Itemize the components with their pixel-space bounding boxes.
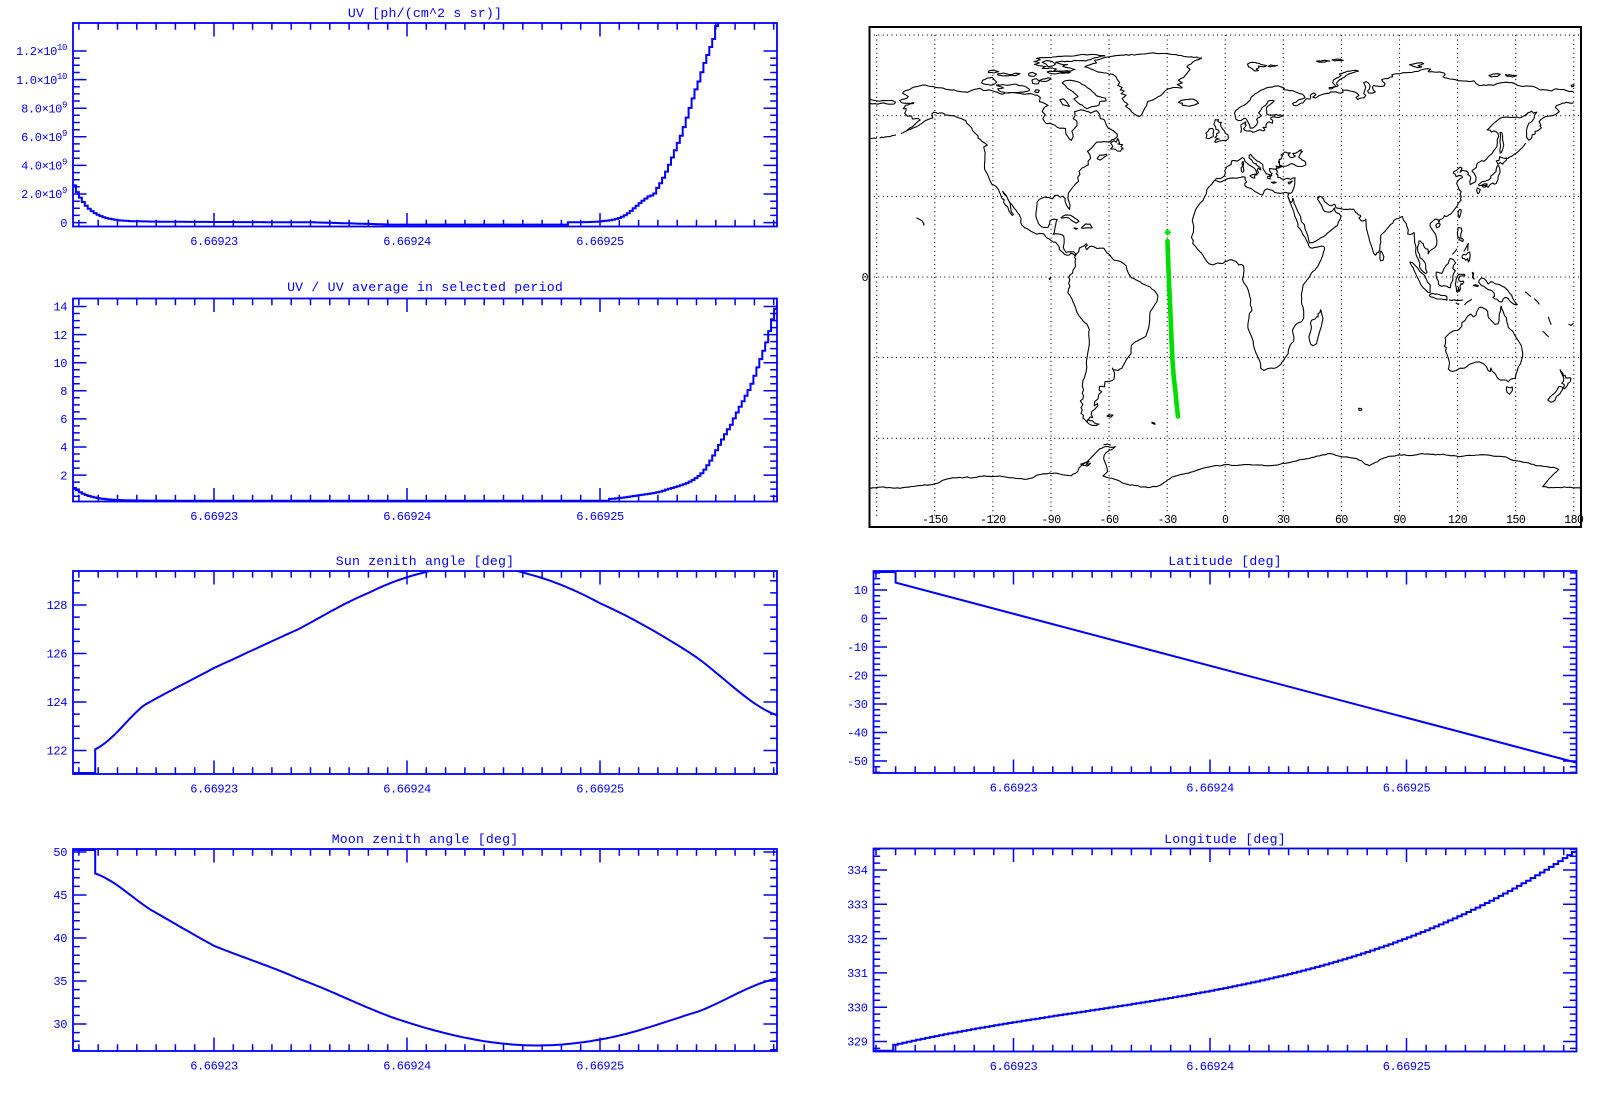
svg-text:10: 10 [854,584,868,598]
svg-text:Longitude [deg]: Longitude [deg] [1164,832,1286,847]
svg-text:332: 332 [847,933,868,947]
svg-text:6.66924: 6.66924 [383,1060,431,1074]
svg-text:6.66924: 6.66924 [1186,782,1234,796]
svg-text:6.66925: 6.66925 [1383,1060,1431,1074]
svg-text:-40: -40 [847,727,868,741]
svg-text:331: 331 [847,967,868,981]
svg-text:40: 40 [53,932,67,946]
svg-text:30: 30 [53,1018,67,1032]
svg-text:6.66925: 6.66925 [576,783,624,797]
svg-text:6.66925: 6.66925 [576,510,624,524]
svg-text:6.66924: 6.66924 [383,783,431,797]
svg-text:-10: -10 [847,641,868,655]
svg-text:-50: -50 [847,755,868,769]
svg-text:-20: -20 [847,670,868,684]
svg-text:2.0×109: 2.0×109 [21,186,67,202]
svg-text:6.66923: 6.66923 [190,1060,238,1074]
svg-text:-30: -30 [1158,514,1178,527]
svg-text:334: 334 [847,864,868,878]
svg-text:124: 124 [47,696,68,710]
svg-text:-150: -150 [922,514,948,527]
svg-text:0: 0 [861,613,868,627]
svg-text:128: 128 [47,599,68,613]
svg-text:-90: -90 [1041,514,1061,527]
svg-text:150: 150 [1506,514,1526,527]
svg-text:122: 122 [47,745,68,759]
svg-text:30: 30 [1277,514,1290,527]
svg-text:6.66923: 6.66923 [990,782,1038,796]
svg-text:12: 12 [53,329,67,343]
svg-text:0: 0 [1222,514,1229,527]
svg-text:10: 10 [53,357,67,371]
svg-text:329: 329 [847,1036,868,1050]
svg-text:4: 4 [60,441,67,455]
svg-text:UV [ph/(cm^2 s sr)]: UV [ph/(cm^2 s sr)] [348,6,502,21]
svg-text:-60: -60 [1099,514,1119,527]
svg-text:Moon zenith angle [deg]: Moon zenith angle [deg] [332,832,519,847]
svg-text:180: 180 [1564,514,1584,527]
svg-text:333: 333 [847,899,868,913]
svg-text:50: 50 [53,846,67,860]
svg-text:6.66923: 6.66923 [190,783,238,797]
svg-text:60: 60 [1335,514,1348,527]
svg-text:6.66925: 6.66925 [576,235,624,249]
svg-text:6.66925: 6.66925 [1383,782,1431,796]
svg-text:1.0×1010: 1.0×1010 [16,72,67,88]
svg-text:120: 120 [1448,514,1468,527]
svg-text:45: 45 [53,889,67,903]
svg-text:6.66923: 6.66923 [990,1060,1038,1074]
svg-text:4.0×109: 4.0×109 [21,158,67,174]
svg-text:0: 0 [60,217,67,231]
svg-text:90: 90 [1393,514,1406,527]
svg-text:6.66924: 6.66924 [1186,1060,1234,1074]
svg-text:126: 126 [47,648,68,662]
svg-text:2: 2 [60,469,67,483]
svg-text:330: 330 [847,1001,868,1015]
svg-text:6.66924: 6.66924 [383,510,431,524]
svg-text:1.2×1010: 1.2×1010 [16,43,67,59]
svg-text:-30: -30 [847,698,868,712]
svg-text:14: 14 [53,301,67,315]
svg-text:Sun zenith angle [deg]: Sun zenith angle [deg] [336,554,515,569]
svg-text:-120: -120 [980,514,1006,527]
svg-text:8: 8 [60,385,67,399]
svg-text:8.0×109: 8.0×109 [21,100,67,116]
svg-text:Latitude [deg]: Latitude [deg] [1168,554,1282,569]
svg-text:35: 35 [53,975,67,989]
svg-text:6.66925: 6.66925 [576,1060,624,1074]
svg-text:0: 0 [862,272,869,285]
svg-text:6.0×109: 6.0×109 [21,129,67,145]
svg-text:6: 6 [60,413,67,427]
svg-text:UV / UV average in selected pe: UV / UV average in selected period [287,280,563,295]
svg-text:6.66923: 6.66923 [190,235,238,249]
svg-text:6.66923: 6.66923 [190,510,238,524]
svg-text:6.66924: 6.66924 [383,235,431,249]
